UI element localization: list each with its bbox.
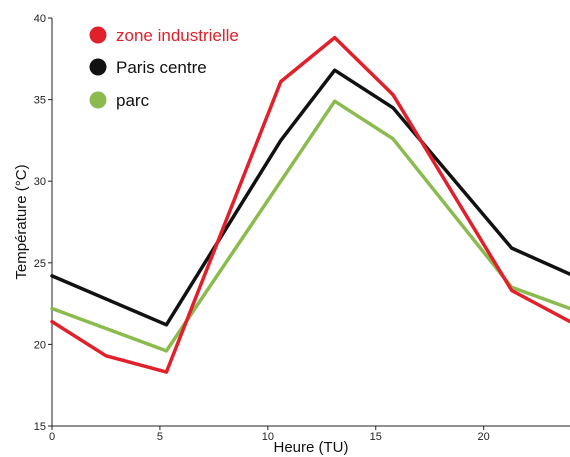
x-axis-title: Heure (TU) [273,439,348,456]
series-group [50,35,570,374]
y-tick-label: 40 [34,13,46,25]
legend: zone industrielle Paris centre parc [89,26,239,110]
y-axis-title: Température (°C) [13,164,30,279]
series-line-zone-industrielle [50,35,570,374]
x-tick-label: 15 [370,431,382,443]
y-tick-label: 15 [34,421,46,433]
y-tick-label: 35 [34,95,46,107]
x-tick-label: 10 [262,431,274,443]
axes: 15 20 25 30 35 40 0 5 10 15 20 [34,13,570,443]
x-tick-label: 5 [157,431,163,443]
x-tick-label: 0 [49,431,55,443]
legend-label-parc: parc [116,91,150,110]
legend-marker-zone-industrielle [89,26,107,44]
y-tick-label: 20 [34,339,46,351]
y-tick-label: 25 [34,258,46,270]
x-tick-label: 20 [478,431,490,443]
series-line-paris-centre [50,68,570,327]
legend-marker-parc [89,91,107,109]
legend-marker-paris-centre [89,58,107,76]
y-tick-label: 30 [34,176,46,188]
legend-label-paris-centre: Paris centre [116,58,207,77]
legend-label-zone-industrielle: zone industrielle [116,26,239,45]
